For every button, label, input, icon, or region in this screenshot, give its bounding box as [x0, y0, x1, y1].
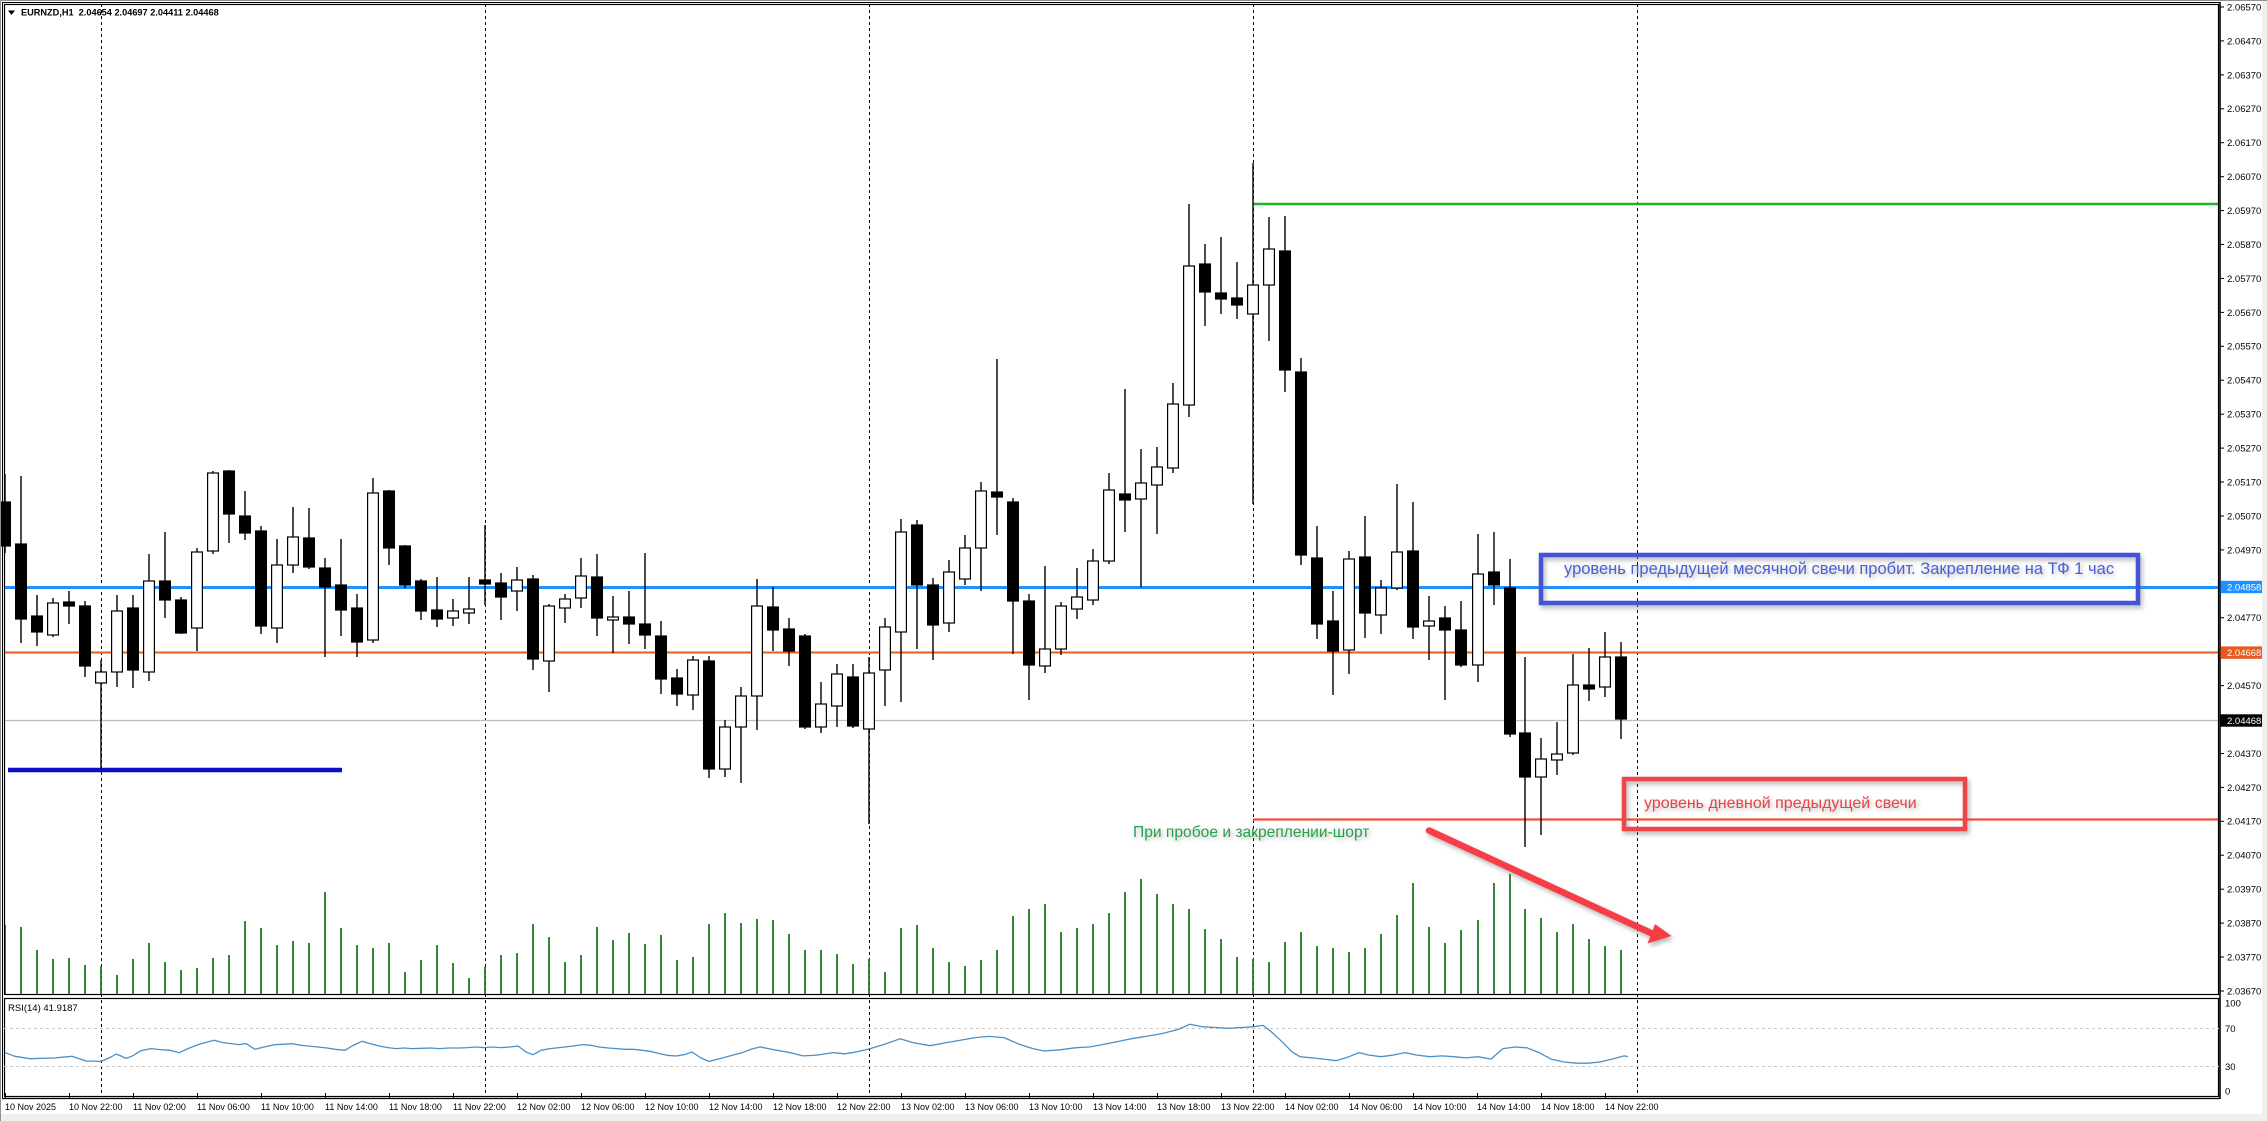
svg-text:2.05170: 2.05170 — [2227, 477, 2261, 488]
svg-text:2.05070: 2.05070 — [2227, 511, 2261, 522]
svg-text:При пробое и закреплении-шорт: При пробое и закреплении-шорт — [1133, 824, 1369, 841]
svg-text:2.05570: 2.05570 — [2227, 342, 2261, 353]
svg-text:13 Nov 18:00: 13 Nov 18:00 — [1157, 1102, 1211, 1112]
svg-text:2.06070: 2.06070 — [2227, 172, 2261, 183]
svg-text:10 Nov 2025: 10 Nov 2025 — [5, 1102, 56, 1112]
svg-text:2.03670: 2.03670 — [2227, 986, 2261, 997]
svg-text:12 Nov 10:00: 12 Nov 10:00 — [645, 1102, 699, 1112]
svg-text:2.04668: 2.04668 — [2227, 648, 2261, 659]
svg-text:2.06470: 2.06470 — [2227, 36, 2261, 47]
svg-text:12 Nov 18:00: 12 Nov 18:00 — [773, 1102, 827, 1112]
svg-text:11 Nov 22:00: 11 Nov 22:00 — [453, 1102, 506, 1112]
svg-text:11 Nov 02:00: 11 Nov 02:00 — [133, 1102, 186, 1112]
svg-text:12 Nov 22:00: 12 Nov 22:00 — [837, 1102, 891, 1112]
svg-text:10 Nov 22:00: 10 Nov 22:00 — [69, 1102, 123, 1112]
svg-text:11 Nov 18:00: 11 Nov 18:00 — [389, 1102, 442, 1112]
svg-text:2.04070: 2.04070 — [2227, 851, 2261, 862]
svg-text:11 Nov 06:00: 11 Nov 06:00 — [197, 1102, 250, 1112]
svg-text:2.03970: 2.03970 — [2227, 885, 2261, 896]
svg-text:2.06370: 2.06370 — [2227, 70, 2261, 81]
svg-text:2.05870: 2.05870 — [2227, 240, 2261, 251]
svg-text:0: 0 — [2225, 1086, 2230, 1097]
svg-text:70: 70 — [2225, 1024, 2236, 1035]
svg-text:2.05970: 2.05970 — [2227, 206, 2261, 217]
svg-text:2.05270: 2.05270 — [2227, 444, 2261, 455]
svg-text:RSI(14) 41.9187: RSI(14) 41.9187 — [8, 1003, 78, 1014]
svg-text:13 Nov 10:00: 13 Nov 10:00 — [1029, 1102, 1083, 1112]
svg-text:14 Nov 22:00: 14 Nov 22:00 — [1605, 1102, 1659, 1112]
svg-text:100: 100 — [2225, 998, 2241, 1009]
svg-text:14 Nov 02:00: 14 Nov 02:00 — [1285, 1102, 1339, 1112]
svg-text:2.06270: 2.06270 — [2227, 104, 2261, 115]
svg-text:12 Nov 02:00: 12 Nov 02:00 — [517, 1102, 571, 1112]
svg-text:2.05770: 2.05770 — [2227, 274, 2261, 285]
svg-text:2.04770: 2.04770 — [2227, 613, 2261, 624]
svg-text:2.04970: 2.04970 — [2227, 545, 2261, 556]
svg-text:30: 30 — [2225, 1062, 2236, 1073]
svg-text:14 Nov 18:00: 14 Nov 18:00 — [1541, 1102, 1595, 1112]
svg-text:14 Nov 10:00: 14 Nov 10:00 — [1413, 1102, 1467, 1112]
svg-text:уровень дневной предыдущей све: уровень дневной предыдущей свечи — [1644, 795, 1917, 812]
svg-text:2.05670: 2.05670 — [2227, 308, 2261, 319]
svg-text:12 Nov 06:00: 12 Nov 06:00 — [581, 1102, 635, 1112]
svg-text:2.04270: 2.04270 — [2227, 783, 2261, 794]
svg-text:11 Nov 14:00: 11 Nov 14:00 — [325, 1102, 378, 1112]
svg-text:13 Nov 14:00: 13 Nov 14:00 — [1093, 1102, 1147, 1112]
svg-text:14 Nov 06:00: 14 Nov 06:00 — [1349, 1102, 1403, 1112]
svg-text:14 Nov 14:00: 14 Nov 14:00 — [1477, 1102, 1531, 1112]
svg-text:12 Nov 14:00: 12 Nov 14:00 — [709, 1102, 763, 1112]
svg-text:11 Nov 10:00: 11 Nov 10:00 — [261, 1102, 314, 1112]
svg-text:2.04170: 2.04170 — [2227, 817, 2261, 828]
svg-text:2.04468: 2.04468 — [2227, 716, 2261, 727]
svg-text:2.06570: 2.06570 — [2227, 2, 2261, 13]
svg-text:2.05470: 2.05470 — [2227, 376, 2261, 387]
svg-text:2.06170: 2.06170 — [2227, 138, 2261, 149]
svg-text:2.03870: 2.03870 — [2227, 919, 2261, 930]
svg-text:2.04570: 2.04570 — [2227, 681, 2261, 692]
svg-text:уровень предыдущей месячной св: уровень предыдущей месячной свечи пробит… — [1564, 560, 2114, 578]
svg-text:13 Nov 02:00: 13 Nov 02:00 — [901, 1102, 955, 1112]
svg-text:2.04858: 2.04858 — [2227, 582, 2261, 593]
svg-text:2.04370: 2.04370 — [2227, 749, 2261, 760]
svg-text:13 Nov 06:00: 13 Nov 06:00 — [965, 1102, 1019, 1112]
svg-text:13 Nov 22:00: 13 Nov 22:00 — [1221, 1102, 1275, 1112]
svg-text:2.05370: 2.05370 — [2227, 410, 2261, 421]
svg-text:EURNZD,H1 2.04654 2.04697 2.0: EURNZD,H1 2.04654 2.04697 2.04411 2.0446… — [21, 8, 219, 18]
svg-text:2.03770: 2.03770 — [2227, 952, 2261, 963]
